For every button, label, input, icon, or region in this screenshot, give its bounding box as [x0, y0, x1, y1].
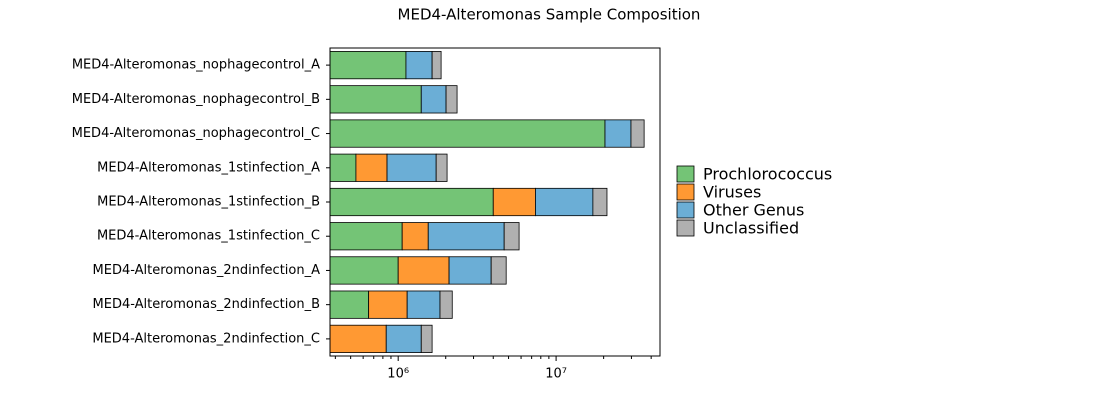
bar-segment	[630, 119, 645, 148]
bar-segment	[503, 222, 520, 251]
bar-segment	[420, 85, 447, 114]
bar-segment	[406, 290, 441, 319]
legend-label: Prochlorococcus	[703, 165, 832, 184]
bar-segment	[355, 153, 388, 182]
bar-segment	[329, 324, 387, 353]
y-tick-label: MED4-Alteromonas_1stinfection_A	[97, 160, 320, 175]
legend-label: Other Genus	[703, 201, 804, 220]
legend-swatch	[676, 183, 695, 201]
y-tick-label: MED4-Alteromonas_nophagecontrol_B	[72, 92, 320, 107]
bar-segment	[435, 153, 448, 182]
bar-segment	[535, 187, 594, 217]
plot-frame	[329, 47, 661, 357]
y-tick-label: MED4-Alteromonas_1stinfection_B	[97, 195, 320, 210]
bar-segment	[329, 187, 494, 217]
legend-swatch	[676, 165, 695, 183]
bar-segment	[492, 187, 536, 217]
bar-segment	[368, 290, 408, 319]
y-tick-label: MED4-Alteromonas_2ndinfection_B	[93, 297, 320, 312]
bar-segment	[592, 187, 608, 217]
bar-segment	[439, 290, 453, 319]
y-tick-label: MED4-Alteromonas_2ndinfection_A	[93, 263, 321, 278]
bar-segment	[490, 256, 507, 285]
bar-segment	[427, 222, 505, 251]
bar-segment	[329, 51, 407, 80]
bar-segment	[604, 119, 632, 148]
x-tick-label: 10⁶	[387, 367, 409, 382]
legend-label: Unclassified	[703, 219, 799, 238]
y-tick-label: MED4-Alteromonas_2ndinfection_C	[92, 331, 320, 346]
bar-segment	[329, 119, 606, 148]
bar-segment	[385, 324, 422, 353]
bar-segment	[431, 51, 442, 80]
bar-segment	[329, 85, 422, 114]
bar-segment	[386, 153, 437, 182]
bar-segment	[401, 222, 429, 251]
bar-segment	[420, 324, 433, 353]
bar-segment	[329, 290, 370, 319]
x-tick-label: 10⁷	[545, 367, 567, 382]
bar-segment	[329, 222, 403, 251]
y-tick-label: MED4-Alteromonas_nophagecontrol_C	[72, 126, 320, 141]
legend-swatch	[676, 219, 695, 237]
bar-segment	[329, 256, 399, 285]
bar-segment	[448, 256, 492, 285]
bar-segment	[445, 85, 458, 114]
y-tick-label: MED4-Alteromonas_1stinfection_C	[97, 229, 320, 244]
bar-segment	[397, 256, 450, 285]
y-tick-label: MED4-Alteromonas_nophagecontrol_A	[72, 58, 320, 73]
chart-title: MED4-Alteromonas Sample Composition	[398, 6, 701, 24]
legend-swatch	[676, 201, 695, 219]
bar-segment	[405, 51, 433, 80]
bar-segment	[329, 153, 357, 182]
legend-label: Viruses	[703, 183, 761, 202]
